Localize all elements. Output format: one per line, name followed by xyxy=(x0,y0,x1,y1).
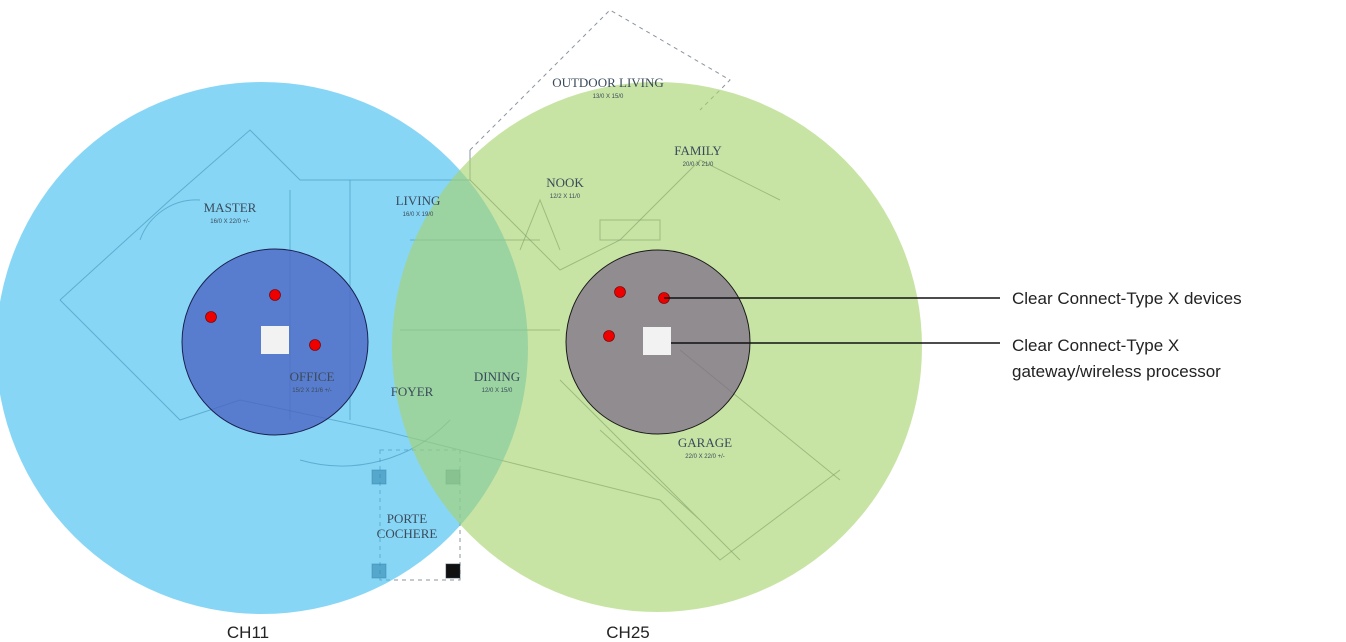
devices-label: Clear Connect-Type X devices xyxy=(1012,289,1242,308)
room-dims: 15/2 X 21/6 +/- xyxy=(292,388,332,394)
gateway xyxy=(643,327,671,355)
room-name: FAMILY xyxy=(674,143,722,158)
room-name: COCHERE xyxy=(377,526,438,541)
gateway-label: Clear Connect-Type X xyxy=(1012,336,1179,355)
room-name: DINING xyxy=(474,369,520,384)
device xyxy=(309,339,321,351)
room-dims: 22/0 X 22/0 +/- xyxy=(685,454,725,460)
devices xyxy=(205,286,671,355)
room-dims: 16/0 X 19/0 xyxy=(403,212,434,218)
device xyxy=(205,311,217,323)
device xyxy=(614,286,626,298)
room-name: NOOK xyxy=(546,175,584,190)
room-dims: 12/2 X 11/0 xyxy=(550,194,581,200)
channel-label: CH25 xyxy=(606,623,649,642)
room-name: MASTER xyxy=(204,200,257,215)
room-name: OUTDOOR LIVING xyxy=(552,75,664,90)
gateway-label: gateway/wireless processor xyxy=(1012,362,1221,381)
room-name: PORTE xyxy=(387,511,427,526)
room-name: LIVING xyxy=(396,193,441,208)
room-dims: 20/0 X 21/0 xyxy=(683,162,714,168)
device xyxy=(269,289,281,301)
room-dims: 16/0 X 22/0 +/- xyxy=(210,219,250,225)
room-dims: 13/0 X 15/0 xyxy=(593,94,624,100)
room-name: OFFICE xyxy=(290,369,335,384)
room-dims: 12/0 X 15/0 xyxy=(482,388,513,394)
room-name: FOYER xyxy=(391,384,434,399)
gateway xyxy=(261,326,289,354)
channel-label: CH11 xyxy=(227,623,269,642)
room-name: GARAGE xyxy=(678,435,732,450)
device xyxy=(603,330,615,342)
